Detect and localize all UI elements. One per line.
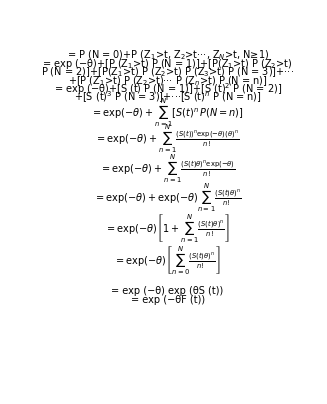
Text: +[S (t)$^3$ P (N = 3)]+···[S (t)$^n$ P (N = n)]: +[S (t)$^3$ P (N = 3)]+···[S (t)$^n$ P (… <box>74 90 262 105</box>
Text: $=\exp(-\theta)\left[1+\sum_{n=1}^{N}\frac{(S(t)\theta)^n}{n!}\right]$: $=\exp(-\theta)\left[1+\sum_{n=1}^{N}\fr… <box>105 213 230 245</box>
Text: $=\exp(-\theta)+\sum_{n=1}^{N}\frac{(S(t))^n\exp(-\theta)(\theta)^n}{n!}$: $=\exp(-\theta)+\sum_{n=1}^{N}\frac{(S(t… <box>95 122 240 155</box>
Text: $=\exp(-\theta)+\sum_{n=1}^{N}[S(t)^n\,P(N=n)]$: $=\exp(-\theta)+\sum_{n=1}^{N}[S(t)^n\,P… <box>91 97 244 129</box>
Text: +[P (Z$_1$>t) P (Z$_2$>t)··· P (Z$_n$>t) P (N = n)]: +[P (Z$_1$>t) P (Z$_2$>t)··· P (Z$_n$>t)… <box>68 74 267 88</box>
Text: = exp (−θ)+[S (t) P (N = 1)]+[S (t)$^2$ P (N = 2)]: = exp (−θ)+[S (t) P (N = 1)]+[S (t)$^2$ … <box>54 81 282 97</box>
Text: $=\exp(-\theta)+\exp(-\theta)\sum_{n=1}^{N}\frac{(S(t)\theta)^n}{n!}$: $=\exp(-\theta)+\exp(-\theta)\sum_{n=1}^… <box>94 181 241 214</box>
Text: $=\exp(-\theta)\left[\sum_{n=0}^{N}\frac{(S(t)\theta)^n}{n!}\right]$: $=\exp(-\theta)\left[\sum_{n=0}^{N}\frac… <box>114 244 221 277</box>
Text: = exp (−θ)+[P (Z$_1$>t) P (N = 1)]+[P(Z$_1$>t) P (Z$_2$>t): = exp (−θ)+[P (Z$_1$>t) P (N = 1)]+[P(Z$… <box>42 57 293 71</box>
Text: = exp (−θ) exp (θS (t)): = exp (−θ) exp (θS (t)) <box>112 286 224 296</box>
Text: $=\exp(-\theta)+\sum_{n=1}^{N}\frac{(S(t)\theta)^n\exp(-\theta)}{n!}$: $=\exp(-\theta)+\sum_{n=1}^{N}\frac{(S(t… <box>100 152 235 185</box>
Text: P (N = 2)]+[P(Z$_1$>t) P (Z$_2$>t) P (Z$_3$>t) P (N = 3)]+···: P (N = 2)]+[P(Z$_1$>t) P (Z$_2$>t) P (Z$… <box>41 65 294 79</box>
Text: = P (N = 0)+P (Z$_1$>t, Z$_2$>t···, Z$_N$>t, N≥1): = P (N = 0)+P (Z$_1$>t, Z$_2$>t···, Z$_N… <box>66 49 269 63</box>
Text: = exp (−θF (t)): = exp (−θF (t)) <box>130 295 205 305</box>
